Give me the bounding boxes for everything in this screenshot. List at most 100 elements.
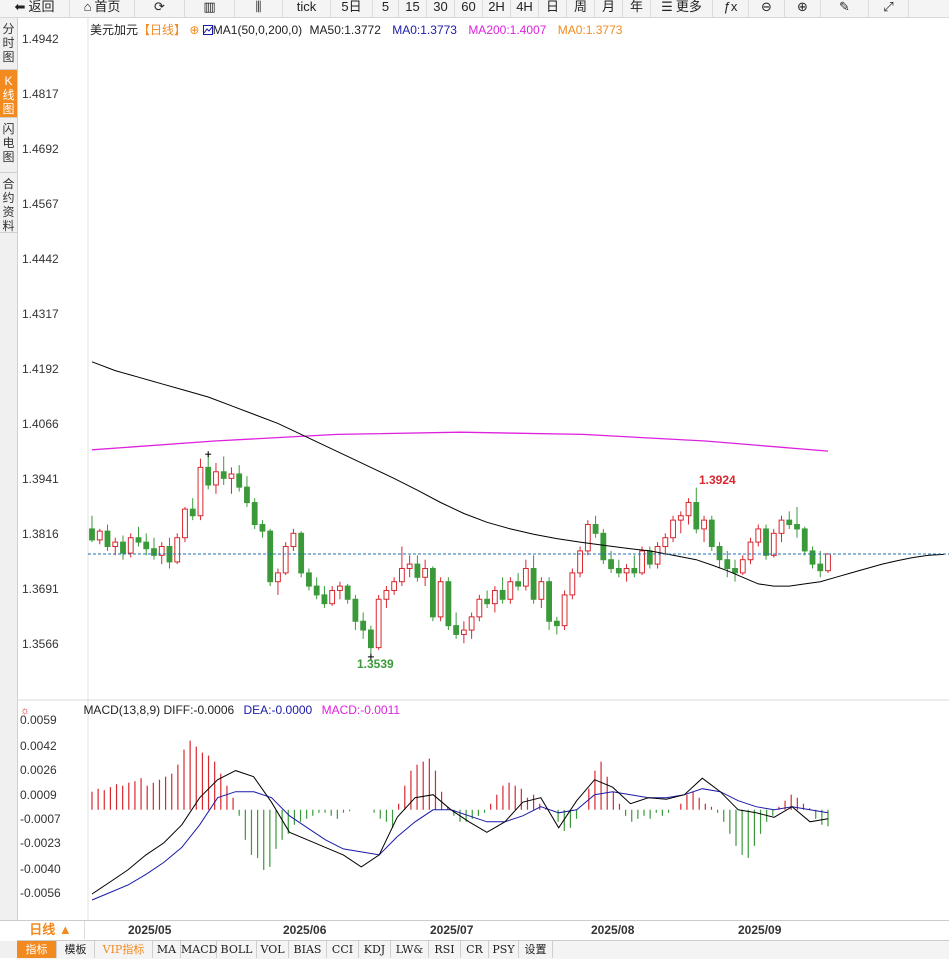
indicator-tab-13[interactable]: PSY [489,941,519,958]
candle[interactable] [205,454,212,490]
candle[interactable] [561,590,568,631]
indicator-tab-5[interactable]: BOLL [217,941,257,958]
candle[interactable] [344,583,351,604]
indicator-tab-9[interactable]: KDJ [359,941,391,958]
candle[interactable] [546,577,552,631]
indicator-tab-12[interactable]: CR [461,941,489,958]
candle[interactable] [398,546,405,587]
candle[interactable] [352,594,359,631]
candle[interactable] [112,537,119,556]
candle[interactable] [538,577,545,609]
candle[interactable] [507,577,514,604]
candle[interactable] [499,577,506,604]
toolbar-item-2[interactable]: ⟳ [135,0,185,17]
candle[interactable] [770,528,777,558]
candle[interactable] [189,498,196,521]
candle[interactable] [662,533,669,556]
candle[interactable] [825,553,831,573]
toolbar-item-7[interactable]: 5 [373,0,399,17]
toolbar-item-18[interactable]: ƒx [713,0,749,17]
candle[interactable] [592,515,599,538]
candle[interactable] [166,537,173,569]
toolbar-item-14[interactable]: 周 [567,0,595,17]
candle[interactable] [104,524,111,551]
indicator-icon[interactable] [202,25,213,35]
toolbar-item-4[interactable]: ⫼ [235,0,283,17]
candle[interactable] [96,528,103,545]
candle[interactable] [708,515,715,551]
candle[interactable] [89,515,95,543]
candle[interactable] [701,515,707,543]
left-tab-3[interactable]: 合约资料 [0,173,17,233]
candle[interactable] [732,559,738,582]
candle[interactable] [422,559,429,587]
indicator-tab-14[interactable]: 设置 [519,941,553,958]
candle[interactable] [290,528,297,551]
toolbar-item-21[interactable]: ✎ [821,0,869,17]
candle[interactable] [391,577,398,595]
indicator-tab-7[interactable]: BIAS [289,941,327,958]
candle[interactable] [174,533,181,565]
indicator-tab-3[interactable]: MA [153,941,181,958]
candle[interactable] [724,550,731,578]
toolbar-item-19[interactable]: ⊖ [749,0,785,17]
indicator-tab-2[interactable]: VIP指标 [95,941,153,958]
toolbar-item-0[interactable]: ⬅ 返回 [0,0,70,17]
candle[interactable] [491,586,498,613]
candle[interactable] [228,467,235,494]
candle[interactable] [275,568,281,595]
toolbar-item-6[interactable]: 5日 [331,0,373,17]
toolbar-item-8[interactable]: 15 [399,0,427,17]
candle[interactable] [786,511,793,529]
candle[interactable] [197,458,204,521]
candle[interactable] [406,555,413,578]
candle[interactable] [801,526,808,556]
toolbar-item-16[interactable]: 年 [623,0,651,17]
candle[interactable] [460,621,467,644]
candle[interactable] [251,498,258,529]
candle[interactable] [476,594,483,622]
candle[interactable] [151,537,157,560]
candle[interactable] [584,520,591,556]
candle[interactable] [306,568,312,591]
candle[interactable] [600,528,607,565]
candle[interactable] [763,524,769,560]
candle[interactable] [515,572,522,591]
indicator-tab-1[interactable]: 模板 [57,941,95,958]
candle[interactable] [755,524,762,547]
candle[interactable] [360,612,367,639]
candle[interactable] [321,586,328,609]
toolbar-item-22[interactable]: ⤢ [869,0,909,17]
indicator-tab-6[interactable]: VOL [257,941,289,958]
candle[interactable] [158,542,165,565]
indicator-tab-8[interactable]: CCI [327,941,359,958]
candle[interactable] [677,511,684,534]
candle[interactable] [654,542,661,569]
toolbar-item-20[interactable]: ⊕ [785,0,821,17]
candle[interactable] [794,506,800,538]
candle[interactable] [383,586,390,609]
candle[interactable] [778,515,785,543]
toolbar-item-10[interactable]: 60 [455,0,483,17]
candle[interactable] [313,577,320,600]
add-circle-icon[interactable]: ⊕ [189,23,200,37]
candle[interactable] [337,581,343,600]
indicator-tab-0[interactable]: 指标 [17,941,57,958]
candle[interactable] [143,533,150,556]
toolbar-item-3[interactable]: ▥ [185,0,235,17]
candle[interactable] [453,612,460,639]
candle[interactable] [553,616,560,635]
candle[interactable] [817,550,824,578]
toolbar-item-5[interactable]: tick [283,0,331,17]
candle[interactable] [282,542,289,576]
period-selector[interactable]: 日线 ▲ [17,921,85,939]
candle[interactable] [120,535,126,560]
indicator-tab-10[interactable]: LW& [391,941,429,958]
kline-chart[interactable] [0,0,949,920]
candle[interactable] [685,498,692,525]
candle[interactable] [135,526,142,547]
candle[interactable] [368,625,374,657]
toolbar-item-9[interactable]: 30 [427,0,455,17]
candle[interactable] [522,559,529,591]
candle[interactable] [608,550,614,573]
